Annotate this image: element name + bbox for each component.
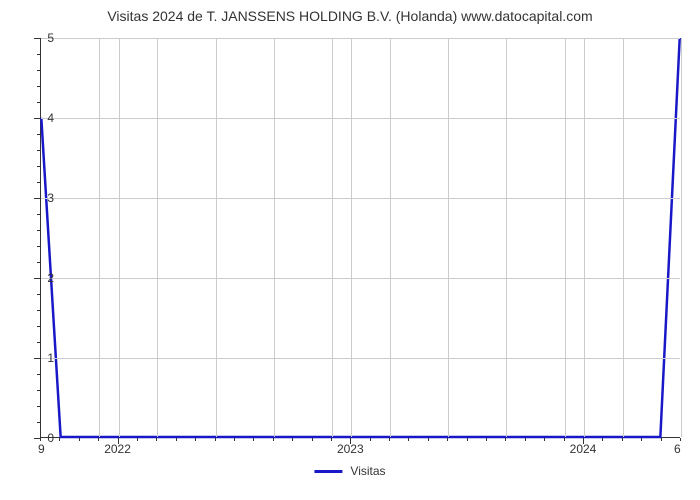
x-minor-tick <box>408 438 409 441</box>
x-minor-tick <box>312 438 313 441</box>
y-minor-tick <box>37 262 40 263</box>
gridline-v-minor <box>506 38 507 437</box>
x-corner-right: 6 <box>674 442 681 456</box>
gridline-v <box>119 38 120 437</box>
y-minor-tick <box>37 374 40 375</box>
x-minor-tick <box>156 438 157 441</box>
x-tick-label: 2023 <box>337 442 364 456</box>
x-minor-tick <box>564 438 565 441</box>
chart-title: Visitas 2024 de T. JANSSENS HOLDING B.V.… <box>0 8 700 24</box>
x-tick-label: 2022 <box>104 442 131 456</box>
x-minor-tick <box>447 438 448 441</box>
y-minor-tick <box>37 326 40 327</box>
gridline-v-minor <box>681 38 682 437</box>
y-tick <box>34 278 40 279</box>
x-minor-tick <box>234 438 235 441</box>
y-minor-tick <box>37 150 40 151</box>
gridline-v-minor <box>623 38 624 437</box>
x-minor-tick <box>273 438 274 441</box>
x-minor-tick <box>622 438 623 441</box>
x-minor-tick <box>661 438 662 441</box>
x-tick <box>350 438 351 444</box>
x-minor-tick <box>370 438 371 441</box>
x-minor-tick <box>544 438 545 441</box>
x-minor-tick <box>331 438 332 441</box>
x-minor-tick <box>680 438 681 441</box>
x-minor-tick <box>292 438 293 441</box>
x-minor-tick <box>525 438 526 441</box>
y-minor-tick <box>37 70 40 71</box>
gridline-v-minor <box>448 38 449 437</box>
legend-swatch <box>314 470 342 473</box>
plot-area <box>40 38 680 438</box>
gridline-v-minor <box>390 38 391 437</box>
y-minor-tick <box>37 54 40 55</box>
y-minor-tick <box>37 294 40 295</box>
x-minor-tick <box>215 438 216 441</box>
gridline-v-minor <box>216 38 217 437</box>
gridline-v-minor <box>157 38 158 437</box>
y-tick <box>34 358 40 359</box>
y-minor-tick <box>37 246 40 247</box>
x-tick-label: 2024 <box>570 442 597 456</box>
x-corner-left: 9 <box>38 442 45 456</box>
x-minor-tick <box>137 438 138 441</box>
x-minor-tick <box>253 438 254 441</box>
x-minor-tick <box>486 438 487 441</box>
gridline-v-minor <box>565 38 566 437</box>
y-minor-tick <box>37 86 40 87</box>
y-minor-tick <box>37 310 40 311</box>
legend-label: Visitas <box>350 464 385 478</box>
x-minor-tick <box>195 438 196 441</box>
y-minor-tick <box>37 406 40 407</box>
x-minor-tick <box>428 438 429 441</box>
x-minor-tick <box>505 438 506 441</box>
chart-container: Visitas 2024 de T. JANSSENS HOLDING B.V.… <box>0 8 700 500</box>
x-minor-tick <box>641 438 642 441</box>
x-minor-tick <box>467 438 468 441</box>
gridline-v <box>351 38 352 437</box>
y-minor-tick <box>37 102 40 103</box>
legend: Visitas <box>314 464 385 478</box>
gridline-v-minor <box>274 38 275 437</box>
y-minor-tick <box>37 214 40 215</box>
x-minor-tick <box>79 438 80 441</box>
x-minor-tick <box>40 438 41 441</box>
x-minor-tick <box>602 438 603 441</box>
y-tick <box>34 198 40 199</box>
y-minor-tick <box>37 182 40 183</box>
x-minor-tick <box>98 438 99 441</box>
y-minor-tick <box>37 166 40 167</box>
y-minor-tick <box>37 390 40 391</box>
gridline-v-minor <box>332 38 333 437</box>
y-minor-tick <box>37 342 40 343</box>
x-minor-tick <box>389 438 390 441</box>
gridline-v <box>584 38 585 437</box>
x-minor-tick <box>59 438 60 441</box>
x-tick <box>118 438 119 444</box>
y-tick <box>34 118 40 119</box>
y-minor-tick <box>37 134 40 135</box>
y-minor-tick <box>37 422 40 423</box>
x-minor-tick <box>176 438 177 441</box>
gridline-v-minor <box>99 38 100 437</box>
x-tick <box>583 438 584 444</box>
y-minor-tick <box>37 230 40 231</box>
y-tick <box>34 38 40 39</box>
